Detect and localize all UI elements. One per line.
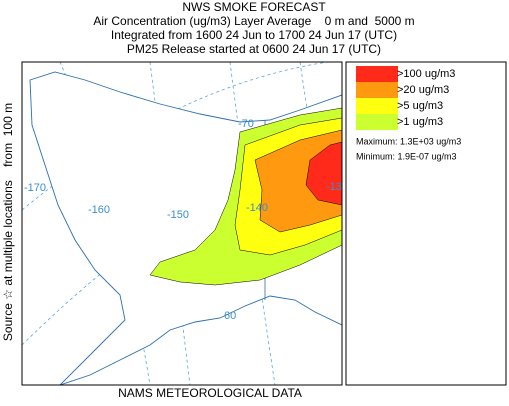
legend-swatch [356,114,398,130]
map-label: -70 [238,118,254,130]
map: -70 -170 -160 -150 -140 -130 60 [22,62,348,385]
side-label: Source ☆ at multiple locations from 100 … [1,103,15,341]
legend-label: >1 ug/m3 [397,116,443,128]
map-label: -150 [167,209,189,221]
smoke-100 [305,141,342,206]
legend-swatch [356,66,398,82]
legend-label: >100 ug/m3 [397,68,455,80]
map-label: -130 [326,181,348,193]
title: NWS SMOKE FORECAST [182,0,326,14]
map-label: 60 [224,310,236,322]
legend: >100 ug/m3 >20 ug/m3 >5 ug/m3 >1 ug/m3 [356,66,455,130]
map-label: -160 [88,204,110,216]
subtitle: PM25 Release started at 0600 24 Jun 17 (… [127,42,381,56]
subtitle: Integrated from 1600 24 Jun to 1700 24 J… [111,28,397,42]
map-frame [21,61,343,386]
legend-label: >20 ug/m3 [397,84,449,96]
map-label: -170 [24,182,46,194]
legend-label: >5 ug/m3 [397,100,443,112]
legend-frame [345,61,507,386]
legend-swatch [356,82,398,98]
legend-swatch [356,98,398,114]
legend-min: Minimum: 1.9E-07 ug/m3 [356,151,457,161]
map-label: -140 [246,202,268,214]
footer: NAMS METEOROLOGICAL DATA [118,386,302,400]
legend-max: Maximum: 1.3E+03 ug/m3 [356,136,461,146]
subtitle: Air Concentration (ug/m3) Layer Average … [93,14,414,28]
